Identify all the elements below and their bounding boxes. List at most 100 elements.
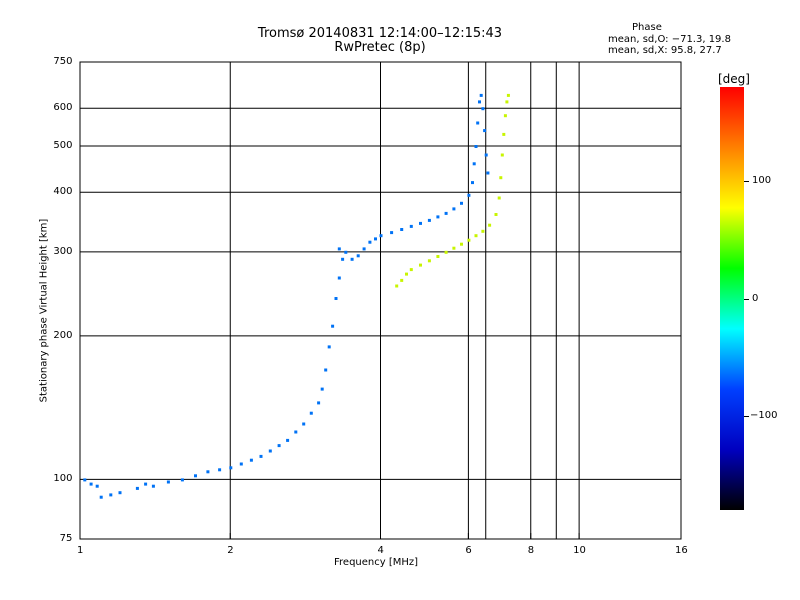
data-point-o [409, 224, 413, 228]
data-point-o [444, 211, 448, 215]
stats-x-mode: mean, sd,X: 95.8, 27.7 [608, 45, 722, 56]
data-point-o [151, 484, 155, 488]
x-tick-label: 4 [377, 545, 384, 556]
data-point-x [436, 255, 440, 258]
data-point-o [476, 121, 480, 125]
data-point-o [317, 401, 321, 405]
data-point-o [334, 297, 338, 300]
data-point-o [478, 100, 481, 104]
data-point-x [419, 263, 422, 267]
grid-lines [79, 61, 682, 540]
data-point-o [337, 247, 341, 251]
data-point-o [331, 324, 335, 328]
x-tick-label: 8 [527, 545, 535, 556]
colorbar-tick-label: 100 [752, 175, 772, 186]
data-point-o [481, 107, 485, 111]
data-point-x [444, 250, 448, 254]
y-tick-label: 100 [53, 473, 73, 485]
chart-title: Tromsø 20140831 12:14:00–12:15:43 [257, 26, 503, 41]
data-point-o [83, 478, 87, 482]
data-point-x [497, 196, 501, 200]
data-point-o [206, 470, 210, 474]
data-point-o [180, 478, 184, 482]
data-point-x [481, 229, 485, 233]
data-point-o [471, 181, 474, 185]
colorbar-tick-mark [744, 181, 749, 182]
data-point-o [229, 466, 233, 470]
data-point-o [277, 444, 281, 448]
data-point-x [409, 268, 413, 272]
data-point-o [479, 93, 483, 97]
data-point-o [350, 257, 354, 261]
data-point-o [460, 201, 463, 205]
data-point-x [452, 246, 456, 250]
chart-subtitle: RwPretec (8p) [334, 40, 426, 55]
data-point-o [474, 145, 478, 148]
data-point-x [460, 242, 463, 246]
data-point-x [494, 213, 498, 216]
data-point-o [249, 458, 253, 462]
data-point-o [294, 430, 298, 434]
data-point-o [302, 422, 306, 426]
data-point-o [135, 486, 139, 490]
data-point-o [436, 215, 440, 219]
colorbar-unit: [deg] [718, 72, 750, 86]
y-tick-label: 300 [53, 245, 73, 257]
data-point-o [484, 153, 488, 157]
colorbar-tick-mark [744, 298, 749, 300]
y-tick-label: 400 [53, 186, 73, 198]
data-point-o [109, 493, 113, 497]
data-point-o [483, 129, 487, 133]
colorbar-tick-label: −100 [750, 410, 778, 421]
data-point-o [419, 221, 422, 225]
data-point-o [259, 454, 263, 458]
x-axis-label: Frequency [MHz] [334, 557, 419, 568]
y-tick-label: 500 [53, 139, 73, 151]
x-tick-label: 2 [227, 545, 234, 556]
data-point-o [324, 368, 328, 372]
axis-ticks [79, 533, 682, 539]
data-point-o [362, 247, 366, 251]
data-point-o [379, 234, 383, 238]
data-point-x [505, 100, 509, 104]
data-point-o [341, 257, 345, 261]
stats-title: Phase [632, 22, 662, 33]
data-point-o [99, 495, 103, 499]
x-tick-label: 6 [465, 545, 472, 556]
data-point-x [499, 176, 503, 180]
data-point-o [89, 482, 93, 486]
data-point-o [486, 171, 490, 175]
data-point-o [286, 438, 290, 442]
data-point-o [218, 468, 222, 472]
data-point-o [337, 276, 341, 280]
data-point-o [356, 254, 360, 258]
data-point-o [327, 345, 331, 349]
data-point-o [452, 207, 456, 211]
colorbar-tick-mark [744, 416, 749, 417]
stats-o-mode: mean, sd,O: −71.3, 19.8 [608, 34, 731, 45]
y-axis-label: Stationary phase Virtual Height [km] [38, 218, 50, 403]
data-point-x [427, 259, 431, 263]
data-point-x [405, 272, 408, 276]
x-tick-label: 16 [675, 545, 688, 556]
data-point-x [502, 132, 506, 136]
data-point-o [374, 237, 377, 241]
y-tick-label: 200 [53, 329, 73, 341]
data-point-o [166, 480, 170, 484]
data-point-o [472, 162, 476, 166]
y-tick-label: 750 [53, 56, 73, 67]
data-point-o [400, 228, 404, 231]
phase-colorbar [720, 87, 744, 510]
data-points [83, 93, 510, 499]
data-point-o [467, 193, 471, 197]
y-tick-label: 75 [59, 533, 73, 544]
data-point-o [427, 218, 431, 222]
data-point-o [95, 484, 99, 488]
data-point-o [390, 231, 394, 235]
data-point-x [488, 223, 492, 227]
data-point-o [268, 449, 272, 453]
data-point-o [320, 387, 324, 391]
colorbar-tick-label: 0 [752, 292, 759, 304]
data-point-o [344, 250, 348, 254]
